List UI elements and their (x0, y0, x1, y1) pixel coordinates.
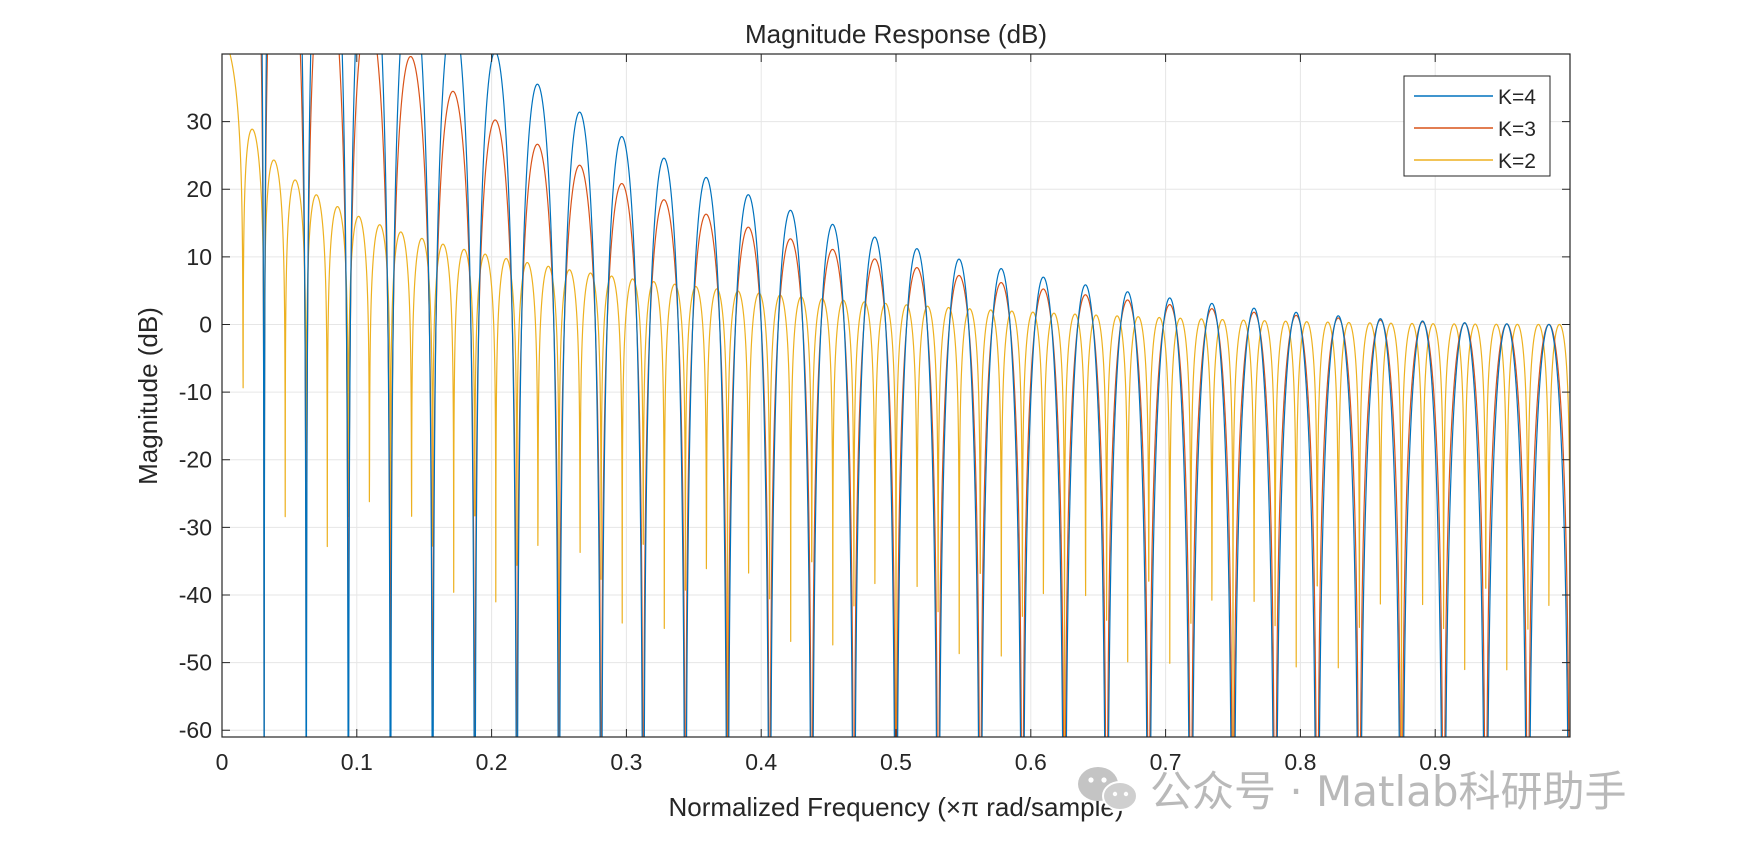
y-axis-label: Magnitude (dB) (133, 307, 163, 485)
series-line-k2 (229, 54, 1570, 737)
y-tick-label: -40 (179, 582, 212, 608)
series-line-k3 (260, 54, 1570, 737)
watermark-text: 公众号 · Matlab科研助手 (1150, 767, 1627, 816)
legend-label-k3: K=3 (1498, 118, 1536, 141)
y-tick-label: 10 (186, 244, 212, 270)
x-tick-label: 0.7 (1150, 749, 1182, 775)
watermark: 公众号 · Matlab科研助手 (1078, 767, 1627, 816)
y-tick-label: 0 (199, 311, 212, 337)
series-lines (229, 54, 1570, 737)
chart-title: Magnitude Response (dB) (745, 19, 1047, 49)
y-tick-label: -60 (179, 717, 212, 743)
x-tick-label: 0.5 (880, 749, 912, 775)
y-tick-label: -20 (179, 447, 212, 473)
x-tick-label: 0.2 (476, 749, 508, 775)
x-tick-label: 0.3 (610, 749, 642, 775)
y-tick-label: 20 (186, 176, 212, 202)
y-tick-label: -30 (179, 514, 212, 540)
ticks: 0 0.1 0.2 0.3 0.4 0.5 0.6 0.7 0.8 0.9 30 20 10 0 -10 -2… (179, 54, 1570, 775)
legend-label-k4: K=4 (1498, 86, 1536, 109)
series-line-k4 (261, 54, 1569, 737)
x-tick-label: 0.1 (341, 749, 373, 775)
y-tick-label: -50 (179, 650, 212, 676)
y-tick-label: -10 (179, 379, 212, 405)
x-tick-label: 0 (216, 749, 229, 775)
wechat-icon (1078, 767, 1138, 811)
legend-label-k2: K=2 (1498, 150, 1536, 173)
legend: K=4 K=3 K=2 (1403, 75, 1551, 177)
x-tick-label: 0.4 (745, 749, 777, 775)
x-tick-label: 0.6 (1015, 749, 1047, 775)
x-tick-label: 0.8 (1284, 749, 1316, 775)
y-tick-label: 30 (186, 109, 212, 135)
x-tick-label: 0.9 (1419, 749, 1451, 775)
x-axis-label: Normalized Frequency (×π rad/sample) (668, 792, 1123, 822)
